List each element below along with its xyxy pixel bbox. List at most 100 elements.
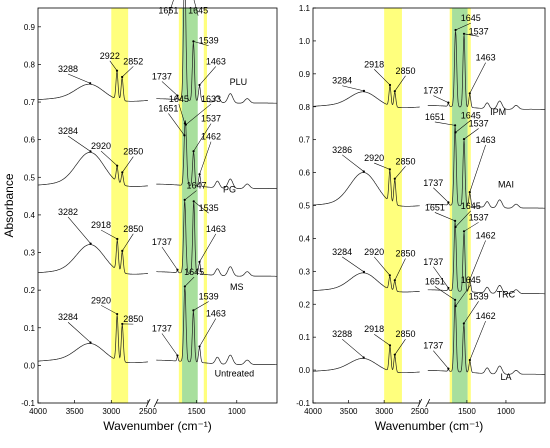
peak-annotation: 1537 — [469, 119, 489, 129]
spectrum-line-ipm — [313, 31, 545, 110]
peak-annotation: 1462 — [476, 311, 496, 321]
annotation-arrow — [433, 350, 449, 369]
annotation-arrow — [433, 187, 449, 203]
annotation-arrowhead — [362, 356, 365, 359]
annotation-arrowhead — [453, 219, 457, 222]
highlight-band-3 — [203, 8, 207, 403]
annotation-arrow — [342, 85, 365, 92]
y-tick-label: 0.2 — [24, 286, 36, 295]
annotation-arrow — [67, 216, 91, 244]
annotation-arrow — [199, 233, 217, 262]
peak-annotation: 3284 — [332, 76, 352, 86]
y-tick-label: 1.0 — [299, 37, 311, 46]
annotation-arrow — [100, 305, 118, 315]
y-tick-label: 1.1 — [299, 4, 311, 13]
peak-annotation: 1645 — [188, 6, 208, 16]
annotation-arrowhead — [454, 225, 457, 229]
annotation-arrowhead — [198, 260, 201, 263]
annotation-arrow — [161, 333, 178, 356]
annotation-arrow — [109, 60, 118, 71]
series-label: TRC — [497, 290, 516, 300]
peak-annotation: 1645 — [169, 94, 189, 104]
peak-annotation: 1463 — [476, 135, 496, 145]
annotation-arrow — [67, 73, 91, 84]
plot-frame — [37, 7, 278, 404]
peak-annotation: 1463 — [206, 224, 226, 234]
annotation-arrow — [434, 121, 456, 126]
x-tick-label: 1000 — [497, 407, 515, 416]
y-tick-label: 0.0 — [24, 361, 36, 370]
annotation-arrowhead — [468, 191, 471, 194]
annotation-arrow — [193, 201, 209, 214]
peak-annotation: 3284 — [58, 126, 78, 136]
peak-annotation: 1539 — [199, 36, 219, 46]
annotation-arrowhead — [393, 353, 396, 356]
annotation-arrow — [185, 103, 212, 125]
peak-annotation: 2850 — [123, 147, 143, 157]
y-tick-label: 0.4 — [24, 211, 36, 220]
annotation-arrowhead — [393, 279, 396, 282]
series-label: PG — [223, 184, 236, 194]
annotation-arrow — [67, 322, 91, 343]
annotation-arrowhead — [121, 322, 124, 326]
peak-annotation: 3284 — [332, 247, 352, 257]
annotation-arrow — [463, 301, 479, 324]
peak-annotation: 1737 — [152, 237, 172, 247]
annotation-arrowhead — [176, 94, 179, 97]
peak-annotation: 1645 — [461, 201, 481, 211]
peak-annotation: 2920 — [91, 141, 111, 151]
annotation-arrowhead — [454, 131, 457, 134]
annotation-arrowhead — [89, 82, 92, 85]
annotation-arrowhead — [198, 173, 201, 176]
annotation-arrow — [463, 33, 479, 37]
annotation-arrowhead — [183, 285, 186, 288]
y-tick-label: 0.9 — [299, 70, 311, 79]
annotation-arrow — [342, 154, 364, 172]
peak-annotation: 1647 — [187, 181, 207, 191]
peak-annotation: 2852 — [123, 56, 143, 66]
annotation-arrowhead — [116, 312, 119, 316]
spectrum-line-la — [313, 300, 545, 375]
highlight-band-1 — [178, 8, 183, 403]
y-tick-label: 0.4 — [299, 234, 311, 243]
axis-break-gap — [148, 400, 157, 406]
right-panel: -0.1 0.0 0.1 0.2 0.3 0.4 0.5 0.6 0.7 0.8 0.9 1.0 1.1… — [296, 4, 546, 433]
series-label: IPM — [490, 107, 506, 117]
annotation-arrow — [67, 135, 91, 152]
peak-annotation: 1462 — [476, 230, 496, 240]
annotation-arrow — [341, 338, 364, 358]
peak-annotation: 2922 — [100, 51, 120, 61]
annotation-arrow — [455, 22, 471, 31]
series-label: MAI — [498, 179, 514, 189]
annotation-arrow — [433, 95, 449, 103]
spectrum-line-untreated — [38, 287, 277, 366]
peak-annotation: 1537 — [469, 212, 489, 222]
y-tick-label: -0.1 — [21, 399, 35, 408]
peak-annotation: 1645 — [184, 267, 204, 277]
annotation-arrow — [193, 41, 209, 47]
annotation-arrowhead — [198, 83, 201, 87]
peak-annotation: 1633 — [201, 94, 221, 104]
annotation-arrow — [469, 62, 486, 94]
annotation-arrowhead — [89, 150, 92, 153]
y-tick-label: 0.2 — [299, 300, 311, 309]
spectrum-line-pg — [37, 120, 277, 190]
annotation-arrow — [161, 81, 178, 96]
y-tick-label: 0.1 — [24, 324, 36, 333]
annotation-arrow — [434, 212, 456, 222]
peak-annotation: 1539 — [469, 291, 489, 301]
annotation-arrow — [199, 318, 217, 347]
highlight-band-1 — [449, 8, 453, 403]
peak-annotation: 2920 — [364, 153, 384, 163]
peak-annotation: 1737 — [423, 257, 443, 267]
peak-annotation: 3284 — [58, 312, 78, 322]
y-tick-label: 0.7 — [299, 136, 311, 145]
annotation-arrowhead — [447, 286, 450, 290]
annotation-arrow — [394, 258, 406, 281]
annotation-arrow — [374, 334, 391, 346]
x-tick-label: 1500 — [188, 407, 206, 416]
annotation-arrow — [193, 301, 209, 311]
annotation-arrowhead — [192, 40, 195, 43]
peak-annotation: 1737 — [423, 178, 443, 188]
